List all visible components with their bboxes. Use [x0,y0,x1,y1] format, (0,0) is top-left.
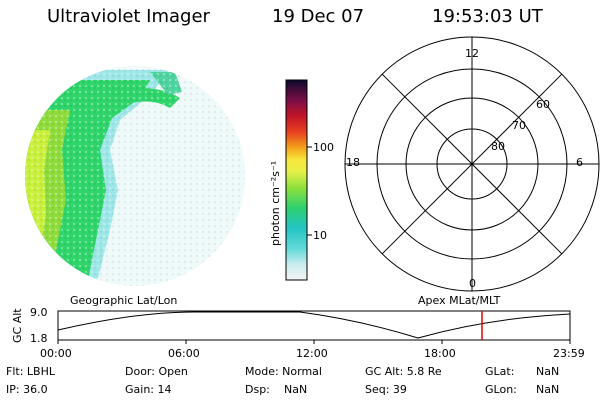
colorbar [285,79,308,281]
mode-info: Mode: Normal [245,365,322,378]
orbit-ytick-max: 9.0 [30,306,48,319]
glat-label: GLat: [485,365,515,378]
orbit-ytick-min: 1.8 [30,332,48,345]
dsp-label: Dsp: [245,383,270,396]
apex-caption: Apex MLat/MLT [418,294,501,307]
mlat-label-70: 70 [512,119,526,132]
mlt-label-0: 0 [469,277,476,290]
glat-value: NaN [536,365,560,378]
app-title: Ultraviolet Imager [47,6,210,27]
mlt-label-18: 18 [346,156,360,169]
polar-grid [344,36,600,292]
uvi-image-disc [25,66,245,286]
orbit-xtick-label-18: 18:00 [424,347,456,360]
mlat-label-80: 80 [491,140,505,153]
dsp-value: NaN [284,383,308,396]
filter-info: Flt: LBHL [6,365,55,378]
image-date: 19 Dec 07 [272,6,365,27]
orbit-xtick-label-12: 12:00 [296,347,328,360]
orbit-panel-frame [57,310,571,341]
mlt-label-6: 6 [576,156,583,169]
ip-info: IP: 36.0 [6,383,48,396]
glon-label: GLon: [485,383,517,396]
geographic-caption: Geographic Lat/Lon [70,294,178,307]
orbit-xtick-label-24: 23:59 [553,347,585,360]
orbit-xtick-label-6: 06:00 [168,347,200,360]
door-info: Door: Open [125,365,188,378]
seq-info: Seq: 39 [365,383,407,396]
image-time: 19:53:03 UT [432,6,543,27]
mlt-label-12: 12 [465,47,479,60]
gain-info: Gain: 14 [125,383,172,396]
mlat-label-60: 60 [536,98,550,111]
orbit-altitude-curve [57,311,571,339]
glon-value: NaN [536,383,560,396]
colorbar-label-10: 10 [313,229,327,242]
orbit-ylabel: GC Alt [11,308,24,343]
colorbar-label-100: 100 [313,141,334,154]
colorbar-units-label: photon cm⁻²s⁻¹ [269,160,282,246]
gc-alt-info: GC Alt: 5.8 Re [365,365,442,378]
orbit-xtick-label-0: 00:00 [40,347,72,360]
